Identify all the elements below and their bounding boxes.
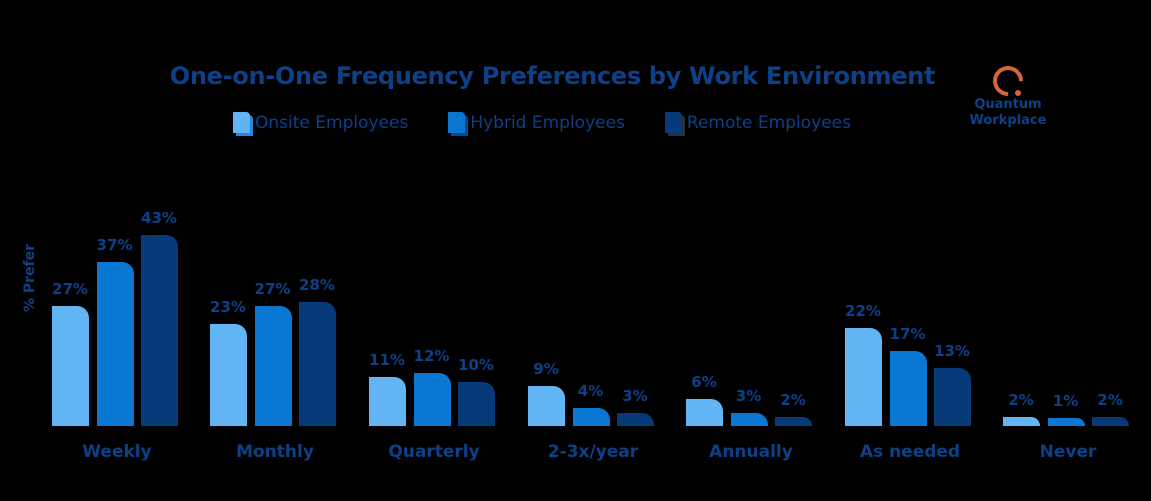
bar-depth <box>780 423 817 432</box>
bar-depth <box>146 241 183 432</box>
bar-depth <box>1008 423 1045 432</box>
bar-onsite <box>369 377 411 432</box>
category-label: 2-3x/year <box>547 442 639 462</box>
bar-depth <box>894 356 932 432</box>
bar-value-label: 10% <box>458 355 494 374</box>
bar-onsite <box>52 306 94 432</box>
bar-value-label: 2% <box>1097 391 1123 410</box>
bar-onsite <box>528 386 570 432</box>
bar-value-label: 22% <box>845 302 881 321</box>
bar-depth <box>418 378 456 432</box>
bar-remote <box>458 381 500 432</box>
bar-depth <box>735 418 773 432</box>
bar-depth <box>1097 423 1134 432</box>
bar-depth <box>57 312 94 432</box>
bar-value-label: 6% <box>691 373 717 392</box>
bar-group-annually: 6% 3% 2% Annually <box>686 0 836 501</box>
bar-depth <box>1052 424 1090 432</box>
bar-value-label: 27% <box>52 280 88 299</box>
category-label: Quarterly <box>388 442 480 462</box>
bar-remote <box>299 301 341 432</box>
bar-value-label: 3% <box>735 386 762 405</box>
bar-group-as-needed: 22% 17% 13% As needed <box>845 0 995 501</box>
bar-remote <box>617 412 659 432</box>
chart-title: One-on-One Frequency Preferences by Work… <box>169 62 936 90</box>
bar-value-label: 11% <box>369 351 405 370</box>
bar-value-label: 12% <box>413 346 450 365</box>
bar-group-quarterly: 11% 12% 10% Quarterly <box>369 0 519 501</box>
bar-depth <box>304 307 341 432</box>
legend-swatch-onsite <box>233 112 250 133</box>
logo-dot-icon <box>1015 90 1021 96</box>
category-label: Annually <box>709 442 793 462</box>
bar-remote <box>775 417 817 432</box>
bar-depth <box>259 312 297 432</box>
legend-item-remote: Remote Employees <box>664 112 851 133</box>
bar-remote <box>1092 417 1134 432</box>
bar-value-label: 23% <box>210 297 246 316</box>
bar-hybrid <box>413 372 456 432</box>
bar-onsite <box>686 399 728 432</box>
legend-swatch-hybrid <box>448 112 466 133</box>
bar-onsite <box>210 323 252 432</box>
bar-depth <box>101 267 139 432</box>
bar-hybrid <box>254 306 297 432</box>
category-label: Weekly <box>82 442 152 462</box>
bar-depth <box>463 387 500 432</box>
bar-value-label: 27% <box>254 280 291 299</box>
bar-remote <box>141 235 183 432</box>
bar-depth <box>374 383 411 432</box>
bar-group-never: 2% 1% 2% Never <box>1003 0 1151 501</box>
bar-value-label: 2% <box>1008 391 1034 410</box>
bar-value-label: 4% <box>577 382 604 401</box>
bar-value-label: 13% <box>934 342 970 361</box>
legend-label: Hybrid Employees <box>470 112 625 133</box>
bar-onsite <box>1003 417 1045 432</box>
bar-group-weekly: 27% 37% 43% Weekly <box>52 0 202 501</box>
bar-remote <box>934 368 976 432</box>
bar-hybrid <box>730 412 773 432</box>
bar-value-label: 37% <box>96 235 133 254</box>
category-label: Never <box>1039 442 1097 462</box>
bar-onsite <box>845 328 887 432</box>
bar-value-label: 9% <box>533 360 559 379</box>
legend-label: Onsite Employees <box>255 112 409 133</box>
bar-hybrid <box>889 350 932 432</box>
category-label: As needed <box>859 442 961 462</box>
bar-value-label: 3% <box>622 386 648 405</box>
bar-value-label: 1% <box>1052 392 1079 410</box>
legend-item-hybrid: Hybrid Employees <box>448 112 625 133</box>
bar-depth <box>691 405 728 432</box>
legend-label: Remote Employees <box>686 112 851 133</box>
legend-item-onsite: Onsite Employees <box>233 112 408 133</box>
y-axis-label: % Prefer <box>22 243 38 313</box>
quantum-workplace-logo: Quantum Workplace <box>968 59 1048 128</box>
bar-value-label: 43% <box>141 209 177 228</box>
bar-hybrid <box>572 408 615 432</box>
bar-depth <box>850 334 887 432</box>
bar-depth <box>622 418 659 432</box>
bar-depth <box>215 329 252 432</box>
bar-hybrid <box>96 261 139 432</box>
bar-value-label: 17% <box>889 324 926 343</box>
category-label: Monthly <box>236 442 314 462</box>
bar-depth <box>577 414 615 432</box>
bar-value-label: 2% <box>780 391 806 410</box>
bar-group-monthly: 23% 27% 28% Monthly <box>210 0 360 501</box>
legend: Onsite Employees Hybrid Employees Remote… <box>233 112 851 133</box>
logo-text-line2: Workplace <box>969 113 1047 128</box>
bar-value-label: 28% <box>299 275 335 294</box>
logo-text-line1: Quantum <box>974 97 1042 112</box>
bar-group-2-3x-year: 9% 4% 3% 2-3x/year <box>528 0 678 501</box>
bar-hybrid <box>1047 418 1090 432</box>
bar-depth <box>939 374 976 432</box>
legend-swatch-remote <box>664 112 682 133</box>
